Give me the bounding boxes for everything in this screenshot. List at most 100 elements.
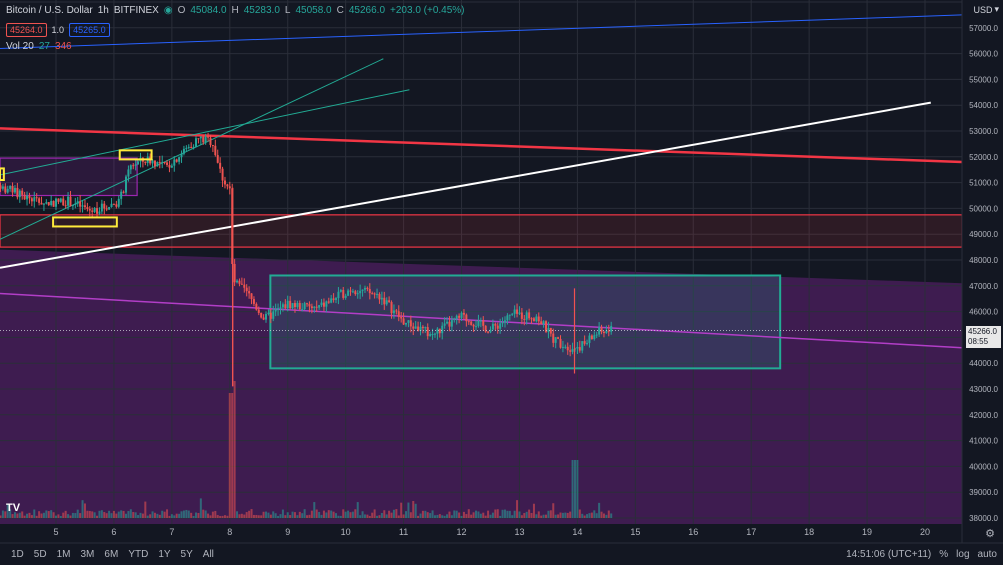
candle-body xyxy=(349,290,352,292)
y-tick-label: 55000.0 xyxy=(969,75,998,84)
candle-body xyxy=(293,303,296,308)
volume-bar xyxy=(508,510,511,518)
candle-body xyxy=(405,322,408,325)
volume-bar xyxy=(395,509,398,518)
volume-bar xyxy=(491,512,494,518)
volume-bar xyxy=(1,510,4,518)
candle-body xyxy=(173,159,176,166)
volume-bar xyxy=(390,512,393,518)
x-tick-label: 12 xyxy=(457,527,467,537)
candle-body xyxy=(482,320,485,326)
volume-bar xyxy=(262,511,265,518)
range-1y-button[interactable]: 1Y xyxy=(158,548,171,560)
interval-label[interactable]: 1h xyxy=(97,5,109,16)
volume-bar xyxy=(494,509,497,518)
gear-icon[interactable]: ⚙ xyxy=(985,528,995,540)
volume-bar xyxy=(419,513,422,518)
volume-bar xyxy=(67,514,70,518)
volume-bar xyxy=(146,515,149,518)
range-6m-button[interactable]: 6M xyxy=(104,548,119,560)
candle-body xyxy=(322,302,325,307)
volume-bar xyxy=(557,514,560,518)
candle-body xyxy=(450,320,453,327)
y-tick-label: 53000.0 xyxy=(969,127,998,136)
tradingview-logo[interactable]: TV xyxy=(6,502,21,514)
candle-body xyxy=(351,291,354,293)
candle-body xyxy=(462,312,465,315)
candle-body xyxy=(465,314,468,322)
y-tick-label: 52000.0 xyxy=(969,153,998,162)
green-trendline-1 xyxy=(0,58,384,240)
candle-body xyxy=(414,326,417,329)
candle-body xyxy=(330,298,333,303)
volume-bar xyxy=(127,511,130,518)
volume-bar xyxy=(554,514,557,518)
range-1d-button[interactable]: 1D xyxy=(11,548,24,560)
symbol-name[interactable]: Bitcoin / U.S. Dollar xyxy=(6,5,93,16)
candle-body xyxy=(363,287,366,290)
volume-bar xyxy=(306,515,309,518)
volume-bar xyxy=(250,509,253,518)
volume-bar xyxy=(149,514,152,518)
candle-body xyxy=(588,335,591,343)
volume-bar xyxy=(284,515,287,518)
ohlc-high: 45283.0 xyxy=(243,5,280,16)
volume-bar xyxy=(595,513,598,518)
log-toggle[interactable]: log xyxy=(956,548,970,560)
range-5d-button[interactable]: 5D xyxy=(33,548,47,560)
candle-body xyxy=(272,311,275,319)
x-tick-label: 7 xyxy=(169,527,174,537)
candle-body xyxy=(269,312,272,319)
volume-bar xyxy=(289,515,292,518)
volume-bar xyxy=(55,515,57,518)
candle-body xyxy=(491,323,494,330)
candle-body xyxy=(255,303,258,310)
percent-toggle[interactable]: % xyxy=(939,548,949,560)
range-1m-button[interactable]: 1M xyxy=(56,548,71,560)
candle-body xyxy=(195,138,198,147)
candle-body xyxy=(296,302,299,308)
volume-bar xyxy=(279,514,282,518)
y-tick-label: 46000.0 xyxy=(969,308,998,317)
candle-body xyxy=(513,309,516,314)
volume-bar xyxy=(228,393,231,518)
volume-label[interactable]: Vol 20 xyxy=(6,41,34,52)
clock-timezone[interactable]: 14:51:06 (UTC+11) xyxy=(846,548,932,560)
candle-body xyxy=(175,159,178,162)
range-5y-button[interactable]: 5Y xyxy=(180,548,193,560)
volume-bar xyxy=(79,513,82,518)
candle-body xyxy=(298,302,301,310)
volume-bar xyxy=(484,515,487,518)
range-3m-button[interactable]: 3M xyxy=(80,548,95,560)
candle-body xyxy=(397,311,400,317)
candle-body xyxy=(494,323,497,326)
candle-body xyxy=(475,326,478,328)
bid-button[interactable]: 45264.0 xyxy=(6,23,47,37)
volume-bar xyxy=(11,514,14,518)
y-tick-label: 38000.0 xyxy=(969,514,998,523)
volume-bar xyxy=(59,515,62,518)
volume-bar xyxy=(590,512,593,518)
x-tick-label: 8 xyxy=(227,527,232,537)
currency-button[interactable]: USD ▾ xyxy=(973,4,999,15)
candle-body xyxy=(499,323,502,329)
range-ytd-button[interactable]: YTD xyxy=(128,548,149,560)
candle-body xyxy=(361,289,364,291)
candle-body xyxy=(279,307,282,309)
candle-body xyxy=(530,318,533,320)
candle-body xyxy=(458,315,461,318)
range-all-button[interactable]: All xyxy=(202,548,214,560)
volume-bar xyxy=(0,515,2,518)
price-change: +203.0 (+0.45%) xyxy=(390,5,465,16)
volume-bar xyxy=(139,512,142,518)
volume-bar xyxy=(120,510,123,518)
candle-body xyxy=(383,297,386,305)
candle-body xyxy=(284,304,287,309)
auto-toggle[interactable]: auto xyxy=(977,548,997,560)
candle-body xyxy=(26,195,29,200)
candle-body xyxy=(590,335,593,340)
volume-bar xyxy=(460,515,463,518)
ask-button[interactable]: 45265.0 xyxy=(69,23,110,37)
